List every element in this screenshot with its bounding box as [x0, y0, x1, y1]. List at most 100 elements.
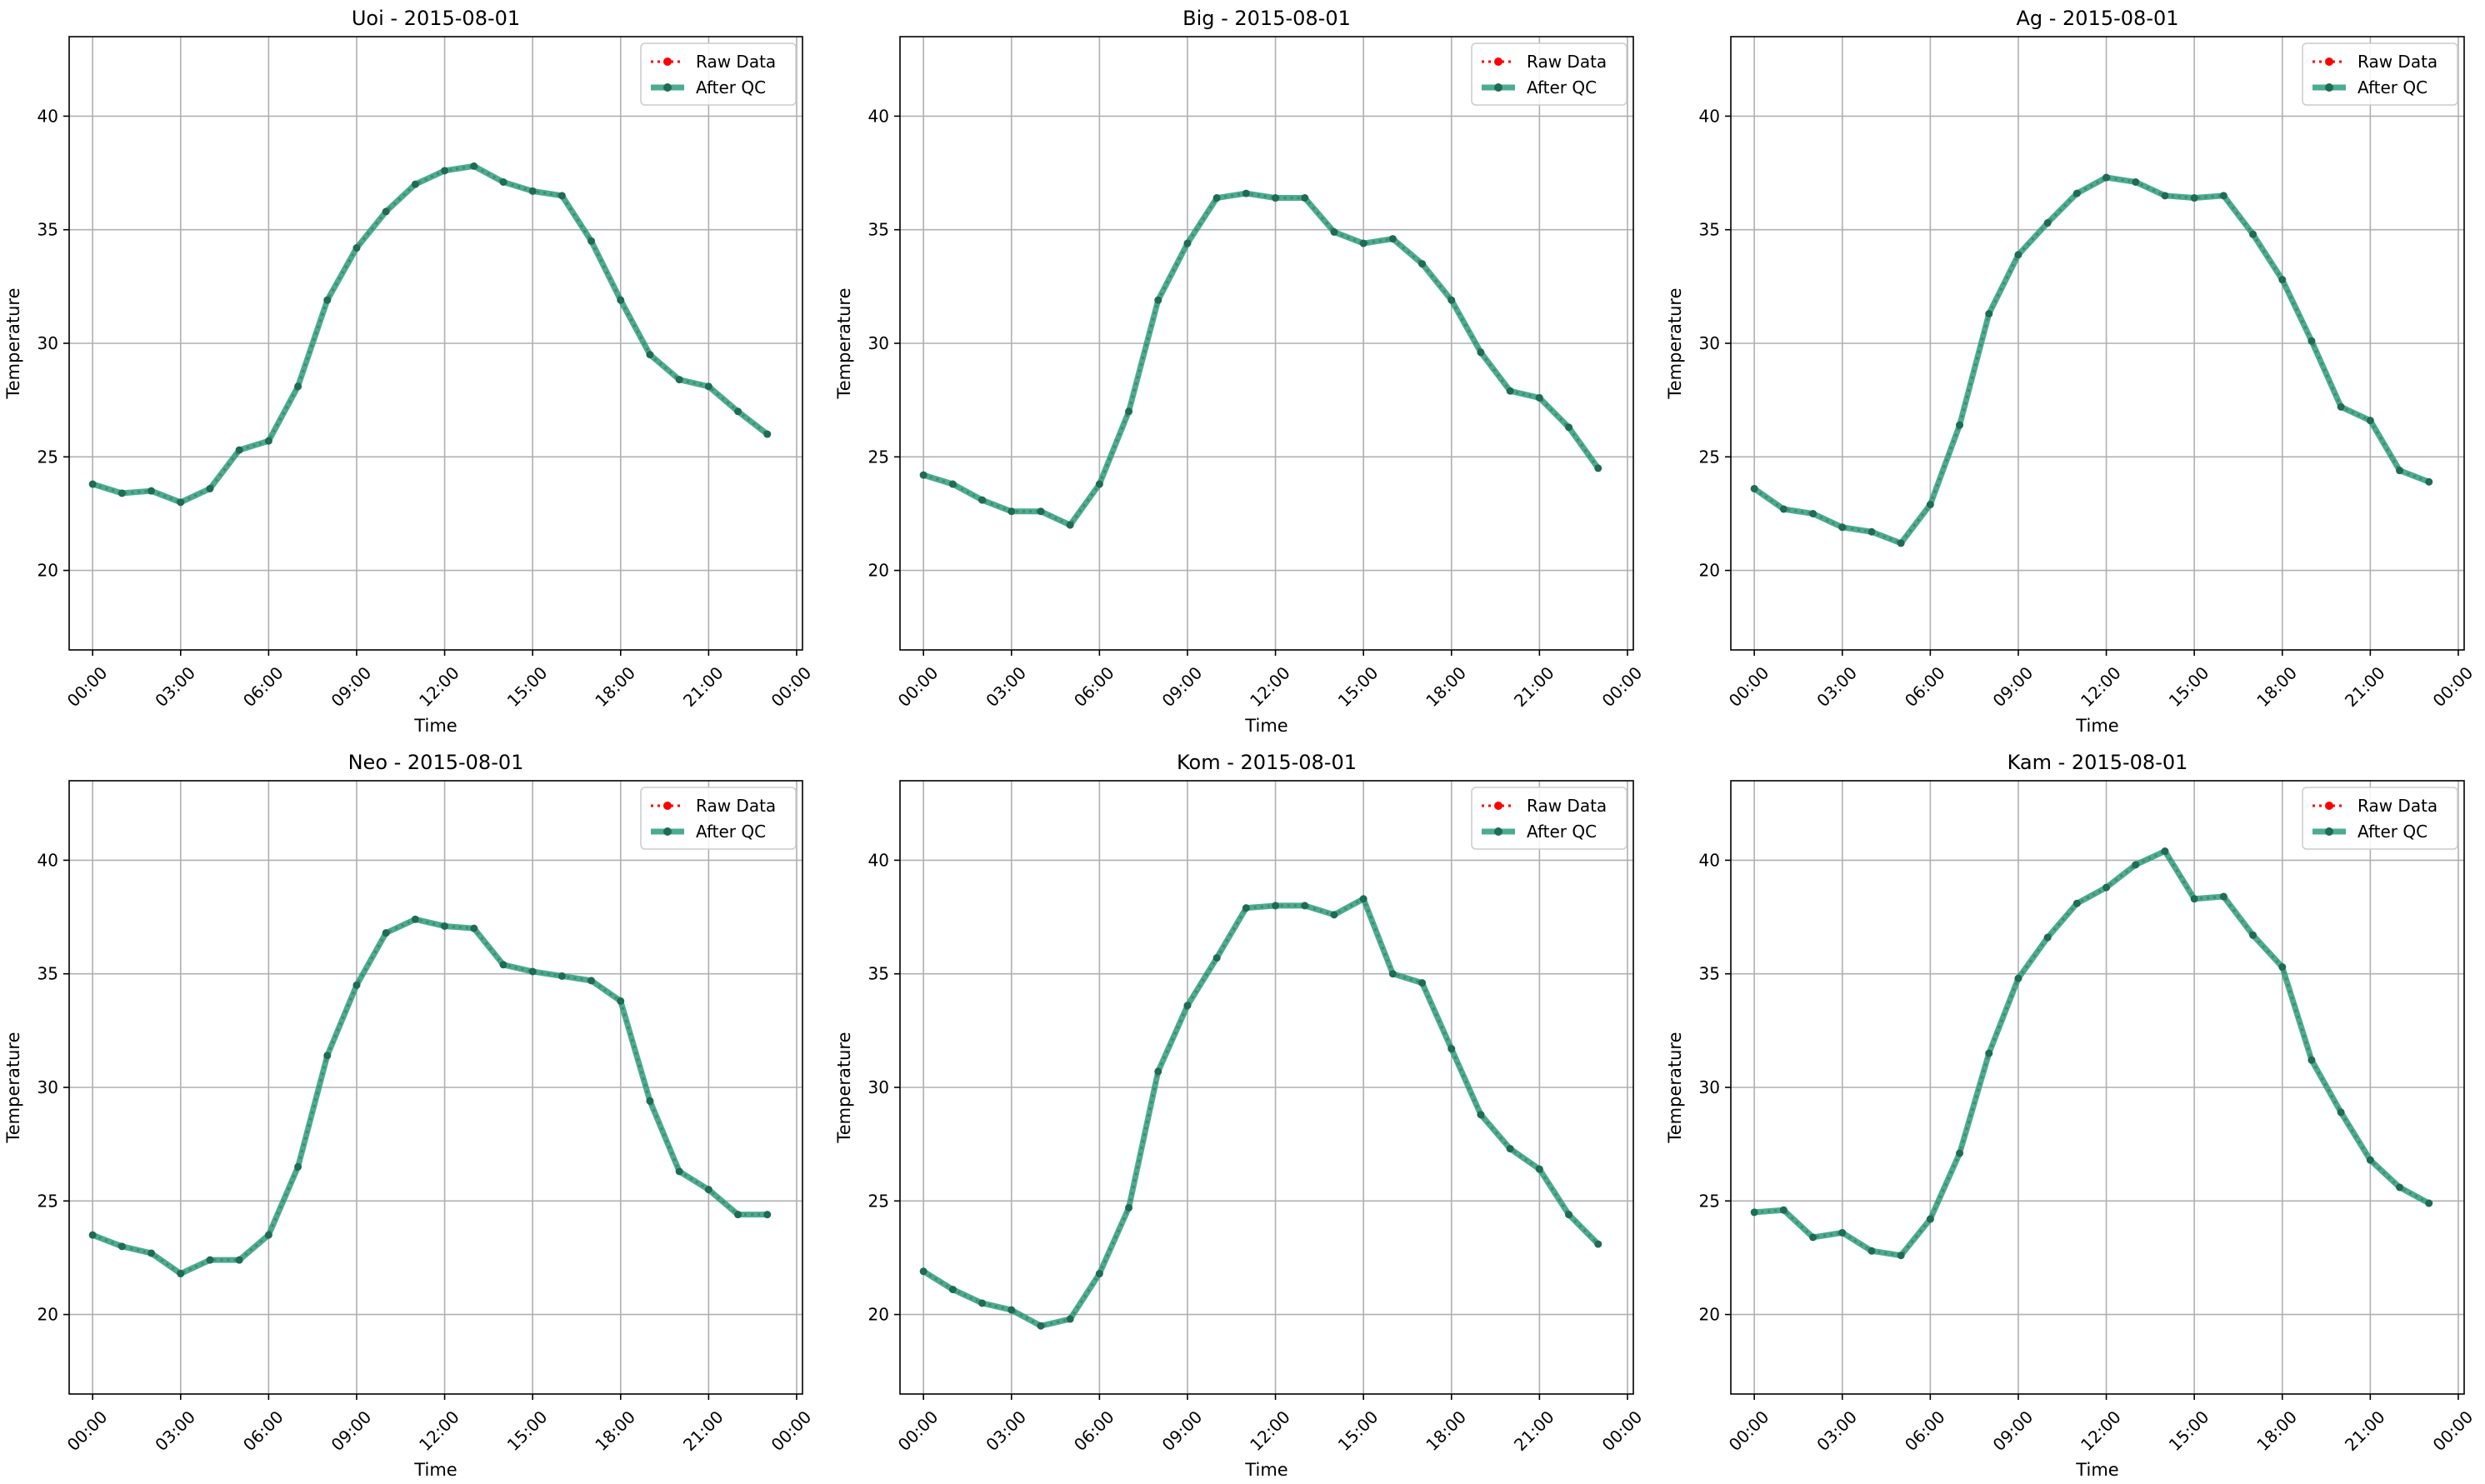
after-qc-point — [2308, 1056, 2316, 1064]
y-tick-label: 30 — [1699, 333, 1720, 353]
x-tick-label: 15:00 — [2165, 662, 2213, 711]
legend-raw-label: Raw Data — [1527, 796, 1607, 816]
after-qc-point — [1750, 1208, 1758, 1217]
legend: Raw Data After QC — [2302, 787, 2458, 850]
x-tick-label: 03:00 — [982, 1407, 1030, 1455]
after-qc-point — [2249, 230, 2258, 238]
after-qc-point — [2278, 276, 2287, 284]
after-qc-point — [2043, 933, 2052, 942]
y-tick-label: 25 — [38, 1191, 58, 1211]
series-line-after-qc — [922, 896, 1601, 1329]
after-qc-point — [177, 1270, 185, 1278]
after-qc-point — [1301, 902, 1309, 910]
x-tick-label: 00:00 — [894, 1407, 942, 1455]
y-tick-label: 40 — [1699, 850, 1720, 870]
x-tick-label: 18:00 — [2252, 1407, 2301, 1455]
x-tick-label: 15:00 — [503, 662, 552, 711]
after-qc-point — [1359, 895, 1368, 903]
after-qc-point — [1535, 1165, 1543, 1173]
x-tick-label: 03:00 — [151, 662, 199, 711]
after-qc-point — [1301, 194, 1309, 202]
y-tick-label: 25 — [38, 447, 58, 467]
after-qc-point — [294, 382, 302, 391]
after-qc-point — [1212, 954, 1221, 962]
after-qc-point — [734, 1211, 742, 1219]
after-qc-point — [978, 1299, 987, 1307]
series-line-after-qc — [1752, 174, 2431, 547]
after-qc-point — [1838, 1228, 1847, 1237]
legend: Raw Data After QC — [1471, 42, 1628, 106]
legend-qc-label: After QC — [1527, 77, 1597, 97]
after-qc-point — [1506, 387, 1514, 395]
after-qc-point — [1956, 1149, 1964, 1157]
series-line-raw-data — [1753, 176, 2430, 545]
after-qc-point — [617, 997, 625, 1005]
after-qc-point — [2132, 177, 2140, 186]
after-qc-point — [2219, 192, 2228, 200]
x-axis-label: Time — [2075, 716, 2118, 736]
after-qc-point — [1750, 484, 1758, 492]
series-line-after-qc — [92, 162, 769, 506]
x-tick-label: 00:00 — [63, 662, 112, 711]
after-qc-point — [558, 192, 566, 200]
series-group — [1750, 173, 2433, 547]
x-tick-label: 18:00 — [591, 1407, 639, 1455]
series-line-after-qc — [1753, 848, 2431, 1259]
y-tick-label: 20 — [38, 561, 58, 581]
after-qc-point — [1565, 1211, 1573, 1219]
after-qc-point — [2366, 1156, 2374, 1164]
after-qc-point — [588, 237, 596, 245]
after-qc-point — [1388, 970, 1397, 978]
x-tick-label: 06:00 — [1901, 1407, 1949, 1455]
after-qc-point — [1926, 1215, 1934, 1223]
y-tick-label: 20 — [868, 561, 889, 581]
after-qc-point — [1154, 1067, 1162, 1076]
x-tick-label: 00:00 — [894, 662, 942, 711]
y-tick-label: 25 — [1699, 447, 1720, 467]
after-qc-point — [382, 929, 390, 937]
x-tick-label: 03:00 — [151, 1407, 199, 1455]
after-qc-point — [2102, 173, 2111, 182]
after-qc-point — [2278, 963, 2287, 972]
after-qc-point — [2072, 189, 2081, 197]
series-line-after-qc — [91, 916, 768, 1277]
series-group — [1750, 847, 2433, 1260]
x-tick-label: 18:00 — [1422, 662, 1470, 711]
after-qc-point — [411, 180, 419, 188]
legend-qc-marker — [663, 827, 672, 836]
after-qc-point — [1272, 902, 1280, 910]
after-qc-point — [948, 480, 957, 488]
after-qc-point — [1985, 310, 1993, 318]
x-tick-label: 03:00 — [1812, 662, 1861, 711]
series-group — [88, 162, 772, 507]
series-group — [919, 895, 1602, 1330]
x-tick-label: 06:00 — [1070, 662, 1118, 711]
y-tick-label: 35 — [868, 964, 889, 984]
y-tick-label: 20 — [1699, 1305, 1720, 1325]
after-qc-point — [2190, 895, 2198, 903]
legend-qc-label: After QC — [696, 822, 766, 842]
series-group — [919, 189, 1602, 529]
x-tick-label: 12:00 — [2077, 662, 2125, 711]
after-qc-point — [264, 1231, 272, 1239]
y-tick-label: 20 — [1699, 561, 1720, 581]
x-tick-label: 15:00 — [2165, 1407, 2213, 1455]
after-qc-point — [2014, 251, 2022, 259]
chart-title: Big - 2015-08-01 — [1182, 7, 1351, 30]
x-tick-label: 03:00 — [1812, 1407, 1861, 1455]
x-tick-label: 12:00 — [1246, 1407, 1294, 1455]
legend-qc-label: After QC — [696, 77, 766, 97]
x-tick-label: 06:00 — [1070, 1407, 1118, 1455]
after-qc-point — [118, 1242, 126, 1251]
x-tick-label: 18:00 — [591, 662, 639, 711]
after-qc-point — [617, 296, 625, 304]
chart-title: Ag - 2015-08-01 — [2016, 7, 2178, 30]
y-tick-label: 40 — [868, 850, 889, 870]
legend-qc-label: After QC — [2358, 77, 2428, 97]
after-qc-point — [1095, 480, 1103, 488]
after-qc-point — [675, 376, 683, 384]
x-axis-label: Time — [1244, 1460, 1288, 1480]
y-tick-label: 35 — [38, 220, 58, 240]
x-axis-label: Time — [413, 716, 457, 736]
after-qc-point — [148, 487, 156, 495]
